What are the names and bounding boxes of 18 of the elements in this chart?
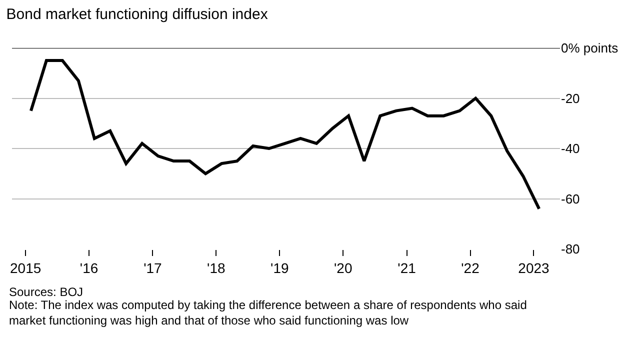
line-series <box>29 59 541 210</box>
x-tick-label: '18 <box>207 260 226 276</box>
x-tick-label: 2015 <box>10 260 42 276</box>
text: Note: The index was computed by taking the difference between a share of respondents who said market functioning was high and that of those who said functioning was low <box>9 298 527 328</box>
y-tick-label: -40 <box>561 141 580 156</box>
x-tick-label: '21 <box>398 260 416 276</box>
x-tick-label: '17 <box>144 260 162 276</box>
y-tick-label: 0% points <box>561 40 619 56</box>
x-tick-label: 2023 <box>518 260 550 276</box>
source-note: Sources: BOJ <box>9 285 84 299</box>
x-tick-label: '16 <box>80 260 98 276</box>
y-tick-label: -80 <box>561 242 580 257</box>
x-tick-label: '20 <box>334 260 352 276</box>
y-tick-label: -20 <box>561 90 580 106</box>
chart-title: Bond market functioning diffusion index <box>6 6 268 24</box>
y-tick-label: -60 <box>561 191 580 206</box>
x-tick-label: '22 <box>461 260 480 276</box>
x-tick-label: '19 <box>270 260 289 276</box>
